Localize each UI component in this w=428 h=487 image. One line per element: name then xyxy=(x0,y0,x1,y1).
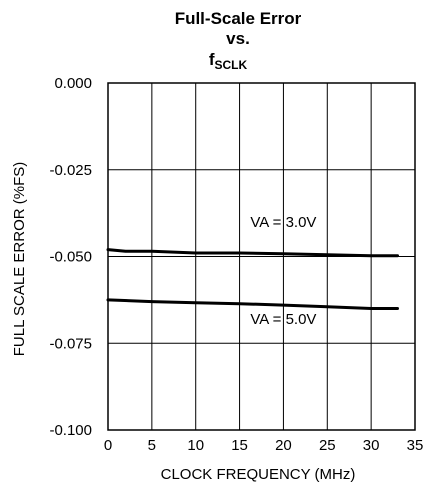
series-line-1 xyxy=(106,248,399,258)
chart-title-line-2: vs. xyxy=(226,29,250,48)
y-tick-label: -0.075 xyxy=(49,335,92,352)
series-annotation-2: VA = 5.0V xyxy=(250,311,316,328)
x-tick-labels: 0 5 10 15 20 25 30 35 xyxy=(104,437,424,454)
x-tick-label: 20 xyxy=(275,437,292,454)
x-tick-label: 25 xyxy=(319,437,336,454)
x-tick-label: 35 xyxy=(407,437,424,454)
chart-title-line-1: Full-Scale Error xyxy=(175,9,302,28)
y-tick-label: -0.025 xyxy=(49,162,92,179)
x-axis-label: CLOCK FREQUENCY (MHz) xyxy=(161,466,356,483)
x-tick-label: 5 xyxy=(148,437,156,454)
x-tick-label: 0 xyxy=(104,437,112,454)
chart-title-line-3: fSCLK xyxy=(209,50,248,72)
y-tick-label: 0.000 xyxy=(54,75,92,92)
annotations: VA = 3.0V VA = 5.0V xyxy=(250,214,316,328)
series-line-2 xyxy=(106,298,399,310)
x-tick-label: 10 xyxy=(187,437,204,454)
y-tick-label: -0.050 xyxy=(49,249,92,266)
plot-frame xyxy=(107,82,416,431)
y-tick-label: -0.100 xyxy=(49,422,92,439)
grid-lines xyxy=(108,83,415,430)
x-tick-label: 15 xyxy=(231,437,248,454)
chart-title-f: f xyxy=(209,50,215,69)
x-tick-label: 30 xyxy=(363,437,380,454)
series-lines xyxy=(106,248,399,310)
y-axis-label: FULL SCALE ERROR (%FS) xyxy=(11,162,28,356)
y-tick-labels: 0.000 -0.025 -0.050 -0.075 -0.100 xyxy=(49,75,92,439)
series-annotation-1: VA = 3.0V xyxy=(250,214,316,231)
chart-title-subscript: SCLK xyxy=(215,58,248,72)
